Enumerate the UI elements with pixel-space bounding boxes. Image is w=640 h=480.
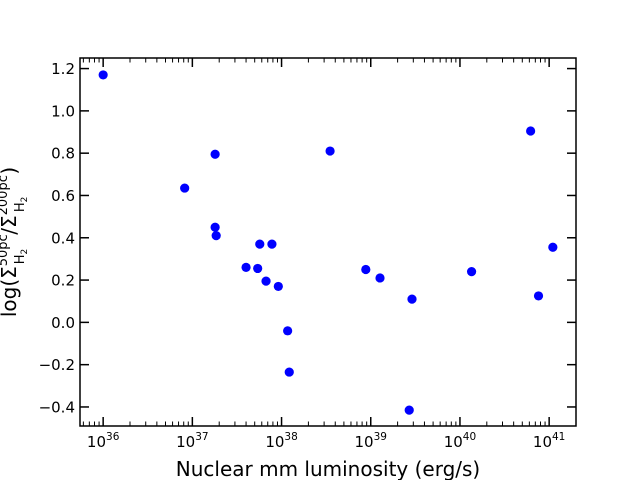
- y-tick-label: 0.6: [51, 187, 75, 205]
- data-point: [180, 183, 190, 193]
- x-tick-label: 1041: [533, 431, 565, 451]
- data-point: [241, 262, 251, 272]
- x-tick-label: 1040: [444, 431, 476, 451]
- data-point: [361, 264, 371, 275]
- y-tick-label: −0.4: [39, 398, 75, 416]
- data-point: [375, 273, 385, 283]
- y-axis-label: log(Σ50pcH2/Σ200pcH2): [0, 167, 30, 317]
- data-point: [267, 239, 277, 249]
- y-tick-labels: 1.2 1.0 0.8 0.6 0.4 0.2 0.0 −0.2 −0.4: [39, 60, 75, 416]
- data-point: [548, 242, 558, 252]
- data-points: [98, 70, 558, 415]
- y-tick-label: 0.4: [51, 229, 75, 247]
- data-point: [210, 222, 220, 232]
- x-tick-label: 1037: [176, 431, 208, 451]
- y-tick-label: 0.8: [51, 145, 75, 163]
- data-point: [98, 70, 108, 80]
- data-point: [261, 276, 271, 286]
- data-point: [325, 146, 335, 156]
- x-tick-label: 1038: [265, 431, 297, 451]
- x-tick-labels: 1036 1037 1038 1039 1040 1041: [87, 431, 565, 451]
- y-tick-label: 1.0: [51, 102, 75, 120]
- data-point: [273, 281, 283, 292]
- y-tick-label: 1.2: [51, 60, 75, 78]
- x-tick-label: 1036: [87, 431, 120, 451]
- data-point: [284, 367, 294, 377]
- x-tick-label: 1039: [355, 431, 387, 451]
- data-point: [210, 149, 220, 159]
- data-point: [526, 126, 536, 136]
- data-point: [255, 239, 265, 249]
- data-point: [404, 405, 414, 415]
- y-tick-label: 0.0: [51, 314, 75, 332]
- x-axis-label: Nuclear mm luminosity (erg/s): [176, 457, 480, 480]
- y-tick-label: −0.2: [39, 356, 75, 374]
- plot-area: [80, 58, 576, 426]
- data-point: [466, 267, 477, 277]
- data-point: [253, 263, 263, 274]
- plot-frame: [79, 57, 577, 427]
- data-point: [211, 231, 221, 241]
- data-point: [533, 291, 544, 301]
- y-tick-label: 0.2: [51, 272, 75, 290]
- data-point: [407, 294, 417, 304]
- data-point: [283, 326, 293, 336]
